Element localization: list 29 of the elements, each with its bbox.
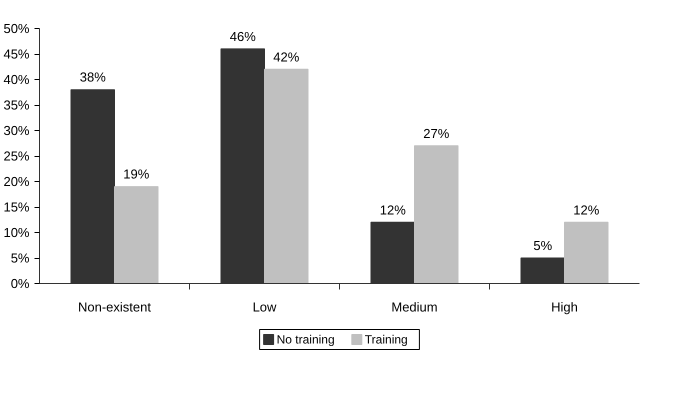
y-tick-label: 20% — [3, 174, 30, 189]
y-tick-label: 50% — [3, 21, 30, 36]
bar — [114, 186, 158, 284]
x-tick-label: High — [551, 300, 578, 314]
x-tick-label: Medium — [391, 300, 438, 314]
bar — [264, 68, 308, 284]
y-tick-label: 15% — [3, 200, 30, 214]
y-tick-label: 10% — [3, 225, 30, 240]
data-label: 27% — [423, 126, 450, 141]
data-label: 19% — [123, 166, 150, 182]
data-label: 46% — [230, 28, 256, 44]
y-tick-label: 40% — [3, 72, 30, 87]
y-tick-label: 25% — [3, 148, 30, 164]
data-label: 5% — [533, 238, 553, 253]
y-tick-label: 35% — [3, 98, 30, 112]
y-tick-label: 45% — [3, 46, 30, 62]
legend-label: Training — [364, 332, 408, 346]
data-label: 12% — [380, 202, 406, 218]
bar — [414, 145, 458, 284]
y-tick-label: 0% — [10, 276, 30, 291]
y-tick-label: 5% — [10, 250, 30, 266]
data-label: 12% — [573, 202, 600, 218]
y-tick-label: 30% — [3, 123, 30, 138]
data-label: 38% — [80, 70, 106, 85]
legend-label: No training — [276, 332, 335, 346]
x-tick-label: Non-existent — [78, 300, 152, 314]
data-label: 42% — [273, 49, 300, 64]
bar — [564, 222, 608, 284]
x-tick-label: Low — [252, 300, 278, 314]
